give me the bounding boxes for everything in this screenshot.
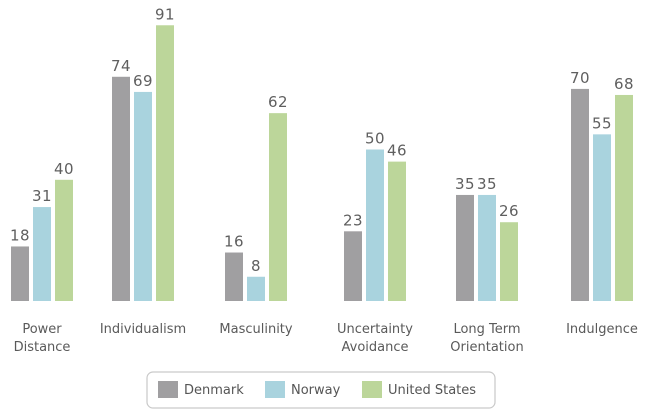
category-label: Power [22, 322, 62, 337]
value-label: 31 [32, 187, 52, 205]
value-label: 35 [455, 175, 475, 193]
value-label: 68 [614, 75, 634, 93]
bar-united-states-5 [615, 94, 633, 302]
category-label: Indulgence [566, 322, 638, 337]
bar-norway-1 [134, 91, 152, 302]
value-label: 23 [343, 211, 363, 229]
category-label: Masculinity [219, 322, 293, 337]
bar-norway-2 [247, 276, 265, 301]
category-label: Avoidance [342, 340, 409, 355]
bar-norway-3 [366, 149, 384, 301]
value-label: 91 [155, 5, 175, 23]
value-label: 18 [10, 226, 30, 244]
category-label: Orientation [450, 340, 523, 355]
value-label: 50 [365, 130, 385, 148]
legend-label-denmark[interactable]: Denmark [184, 383, 244, 398]
category-labels-group: Power Distance Individualism Masculinity Unc… [14, 322, 638, 355]
value-label: 16 [224, 233, 244, 251]
bar-denmark-4 [456, 194, 474, 301]
value-label: 8 [251, 257, 261, 275]
value-label: 62 [268, 93, 288, 111]
value-label: 74 [111, 57, 131, 75]
category-label: Uncertainty [337, 322, 413, 337]
value-label: 46 [387, 142, 407, 160]
bar-united-states-0 [55, 179, 73, 301]
bar-denmark-1 [112, 76, 130, 301]
legend: Denmark Norway United States [146, 371, 496, 409]
value-label: 35 [477, 175, 497, 193]
value-label: 69 [133, 72, 153, 90]
category-label: Individualism [100, 322, 186, 337]
bar-norway-0 [33, 207, 51, 301]
bar-united-states-2 [269, 113, 287, 301]
value-label: 70 [570, 69, 590, 87]
legend-swatch-denmark [158, 381, 178, 398]
value-label: 26 [499, 202, 519, 220]
legend-label-united-states[interactable]: United States [388, 383, 476, 398]
bars-group [11, 25, 633, 302]
bar-norway-4 [478, 194, 496, 301]
category-label: Distance [14, 340, 71, 355]
legend-label-norway[interactable]: Norway [291, 383, 341, 398]
bar-denmark-3 [344, 231, 362, 301]
category-label: Long Term [453, 322, 520, 337]
bar-united-states-3 [388, 161, 406, 301]
bar-united-states-1 [156, 25, 174, 302]
legend-box [146, 371, 496, 409]
bar-denmark-2 [225, 252, 243, 301]
value-label: 40 [54, 160, 74, 178]
bar-norway-5 [593, 134, 611, 301]
bar-denmark-0 [11, 246, 29, 301]
bar-denmark-5 [571, 88, 589, 302]
value-label: 55 [592, 114, 612, 132]
bar-united-states-4 [500, 222, 518, 301]
legend-swatch-united-states [362, 381, 382, 398]
legend-swatch-norway [265, 381, 285, 398]
